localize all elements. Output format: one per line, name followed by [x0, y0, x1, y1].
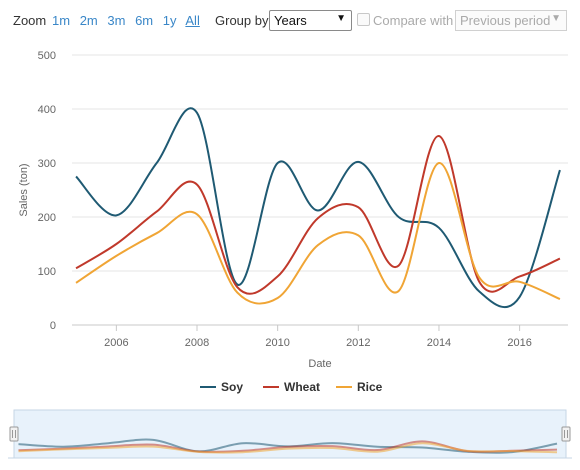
zoom-3m-link[interactable]: 3m — [107, 13, 126, 28]
y-tick-label: 200 — [38, 212, 56, 224]
x-axis-label: Date — [308, 358, 331, 370]
legend-label: Wheat — [284, 380, 320, 394]
y-tick-label: 0 — [50, 320, 56, 332]
x-tick-label: 2006 — [104, 337, 128, 349]
zoom-label: Zoom — [13, 13, 47, 28]
toolbar: Zoom 1m 2m 3m 6m 1y All Group by Years ▼… — [0, 0, 580, 40]
zoom-6m-link[interactable]: 6m — [135, 13, 154, 28]
series-line-soy — [75, 107, 561, 309]
y-tick-label: 500 — [38, 50, 56, 62]
x-tick-label: 2008 — [185, 337, 209, 349]
series-lines — [75, 107, 561, 309]
compare-period-select[interactable]: Previous period ▼ — [455, 10, 567, 31]
x-axis: 2006 2008 2010 2012 2014 2016 — [104, 325, 532, 349]
chevron-down-icon: ▼ — [551, 13, 561, 24]
legend-item-soy[interactable]: Soy — [200, 380, 243, 394]
navigator-left-handle[interactable] — [9, 426, 19, 442]
navigator — [8, 409, 572, 459]
y-tick-label: 100 — [38, 266, 56, 278]
x-tick-label: 2012 — [346, 337, 370, 349]
legend: Soy Wheat Rice — [200, 380, 383, 394]
x-tick-label: 2014 — [427, 337, 451, 349]
handle-body — [561, 426, 571, 442]
navigator-right-handle[interactable] — [561, 426, 571, 442]
legend-item-wheat[interactable]: Wheat — [263, 380, 320, 394]
compare-label: Compare with — [373, 13, 454, 28]
x-tick-label: 2010 — [265, 337, 289, 349]
group-by-select[interactable]: Years ▼ — [269, 10, 352, 31]
group-by-label: Group by — [215, 13, 269, 28]
compare-period-value: Previous period — [460, 13, 551, 28]
navigator-series-rice — [18, 442, 558, 454]
legend-label: Soy — [221, 380, 243, 394]
chevron-down-icon: ▼ — [336, 13, 346, 24]
y-tick-label: 300 — [38, 158, 56, 170]
zoom-options: 1m 2m 3m 6m 1y All — [52, 13, 206, 28]
legend-item-rice[interactable]: Rice — [336, 380, 383, 394]
zoom-1m-link[interactable]: 1m — [52, 13, 71, 28]
zoom-1y-link[interactable]: 1y — [162, 13, 177, 28]
grid-lines — [72, 54, 568, 326]
series-line-rice — [75, 162, 561, 305]
y-axis: 0 100 200 300 400 500 — [38, 50, 56, 332]
x-tick-label: 2016 — [507, 337, 531, 349]
series-line-wheat — [75, 135, 561, 295]
zoom-2m-link[interactable]: 2m — [79, 13, 98, 28]
y-axis-label: Sales (ton) — [18, 163, 30, 216]
navigator-window[interactable] — [13, 409, 567, 459]
zoom-all-link[interactable]: All — [185, 13, 200, 28]
group-by-value: Years — [274, 13, 307, 28]
compare-checkbox[interactable] — [357, 13, 370, 26]
y-tick-label: 400 — [38, 104, 56, 116]
legend-label: Rice — [357, 380, 383, 394]
handle-body — [9, 426, 19, 442]
